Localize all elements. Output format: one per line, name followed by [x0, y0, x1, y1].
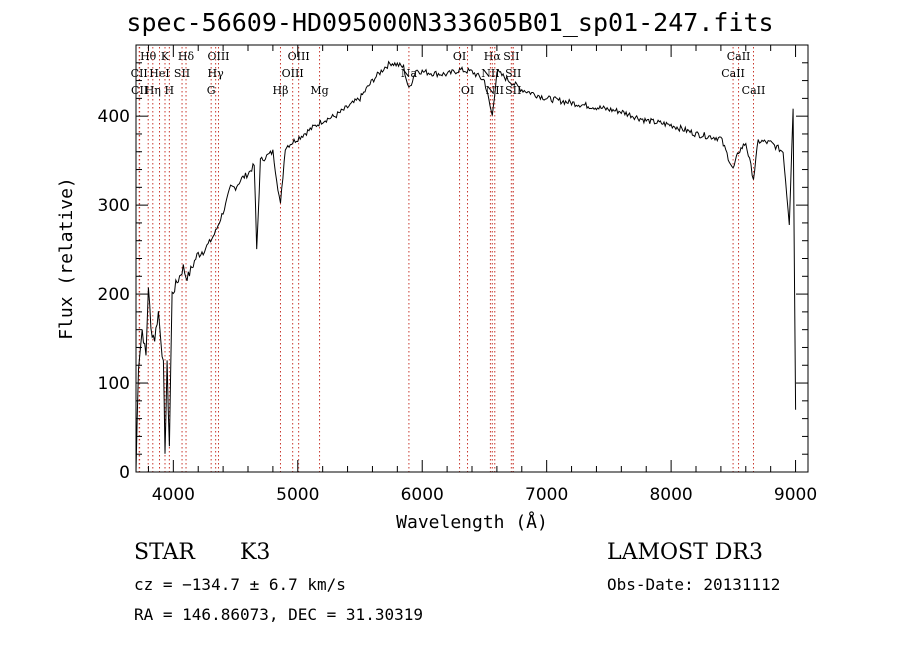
line-label: OI: [453, 50, 466, 63]
y-tick-label: 200: [98, 285, 130, 305]
line-label: G: [207, 84, 216, 97]
x-tick-label: 5000: [276, 485, 319, 505]
line-label: Hγ: [208, 67, 225, 80]
plot-frame: [135, 44, 809, 473]
spectrum-line: [135, 60, 797, 473]
line-label: SII: [505, 67, 521, 80]
line-label: CII: [131, 84, 148, 97]
line-label: SII: [503, 50, 519, 63]
y-tick-label: 0: [119, 463, 130, 483]
line-label: CaII: [721, 67, 745, 80]
object-type: STAR: [134, 540, 195, 565]
redshift-readout: cz = −134.7 ± 6.7 km/s: [134, 575, 346, 594]
line-label: Hθ: [140, 50, 157, 63]
y-axis-label: Flux (relative): [56, 177, 77, 340]
x-tick-label: 6000: [401, 485, 444, 505]
line-label: OIII: [282, 67, 304, 80]
line-label: SII: [505, 84, 521, 97]
line-label: Hα: [484, 50, 502, 63]
x-tick-label: 9000: [774, 485, 817, 505]
line-label: Mg: [310, 84, 328, 97]
y-tick-label: 100: [98, 374, 130, 394]
line-label: OIII: [288, 50, 310, 63]
y-tick-label: 400: [98, 107, 130, 127]
line-label: Hβ: [273, 84, 289, 97]
line-label: SII: [174, 67, 190, 80]
line-label: OI: [461, 84, 474, 97]
x-axis-label: Wavelength (Å): [396, 511, 548, 533]
coordinates: RA = 146.86073, DEC = 31.30319: [134, 605, 423, 624]
line-label: CaII: [742, 84, 766, 97]
line-label: CII: [131, 67, 148, 80]
line-label: HeI: [149, 67, 169, 80]
spectral-subclass: K3: [240, 540, 271, 565]
chart-title: spec-56609-HD095000N333605B01_sp01-247.f…: [126, 8, 774, 37]
line-label: CaII: [727, 50, 751, 63]
line-label: H: [165, 84, 175, 97]
line-label: Hδ: [178, 50, 195, 63]
line-label: Hη: [145, 84, 161, 97]
x-tick-label: 7000: [525, 485, 568, 505]
survey-name: LAMOST DR3: [607, 540, 763, 565]
x-tick-label: 4000: [152, 485, 195, 505]
line-label: NII: [481, 67, 499, 80]
y-tick-label: 300: [98, 196, 130, 216]
line-label: OIII: [207, 50, 229, 63]
obs-date: Obs-Date: 20131112: [607, 575, 781, 594]
x-tick-label: 8000: [649, 485, 692, 505]
line-label: K: [161, 50, 170, 63]
